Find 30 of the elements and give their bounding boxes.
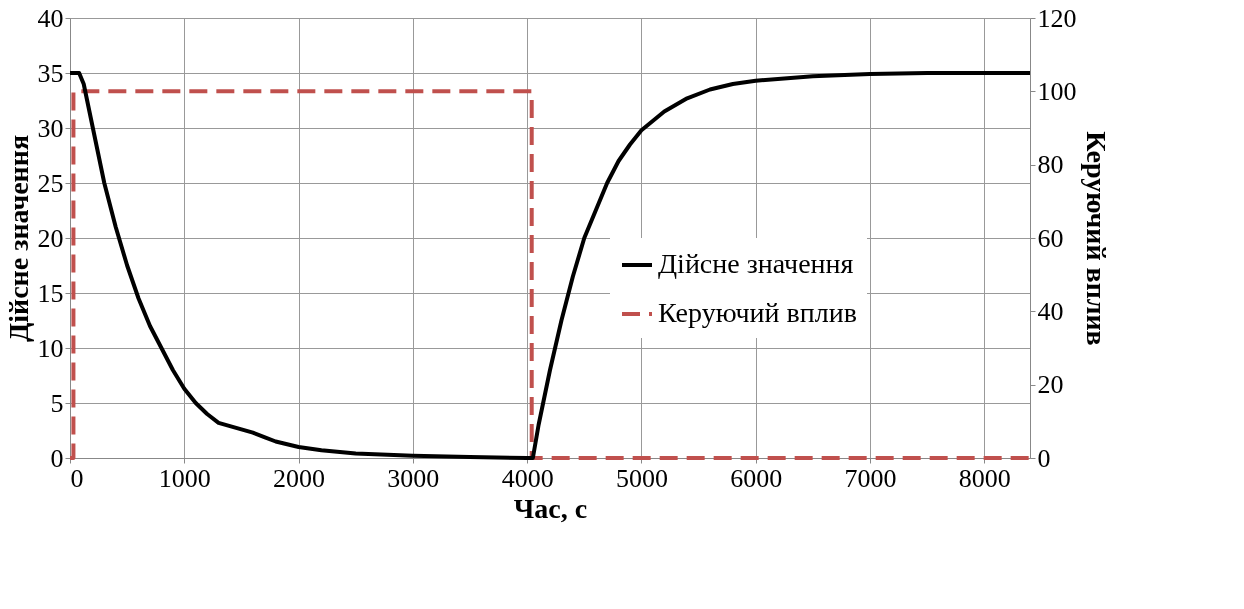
- y-tick-label: 20: [37, 223, 64, 253]
- x-tick-label: 8000: [958, 463, 1011, 493]
- x-tick-label: 2000: [273, 463, 326, 493]
- x-tick-label: 7000: [844, 463, 897, 493]
- y-tick-label: 40: [37, 3, 64, 33]
- y2-tick-label: 20: [1037, 370, 1064, 400]
- y2-tick-label: 80: [1037, 150, 1064, 180]
- y2-tick-label: 100: [1037, 76, 1077, 106]
- y-axis-title: Дійсне значення: [2, 134, 34, 343]
- y-tick-label: 10: [37, 333, 64, 363]
- legend-label: Керуючий вплив: [658, 297, 857, 328]
- x-tick-label: 0: [70, 463, 84, 493]
- y2-tick-label: 60: [1037, 223, 1064, 253]
- y2-tick-label: 0: [1037, 443, 1051, 473]
- x-tick-label: 3000: [387, 463, 440, 493]
- y-tick-label: 35: [37, 58, 64, 88]
- x-tick-label: 6000: [730, 463, 783, 493]
- y-tick-label: 0: [50, 443, 64, 473]
- y-tick-label: 25: [37, 168, 64, 198]
- x-tick-label: 5000: [615, 463, 668, 493]
- y2-tick-label: 40: [1037, 296, 1064, 326]
- x-axis-title: Час, с: [513, 492, 588, 524]
- y2-axis-title: Керуючий вплив: [1080, 131, 1112, 346]
- y2-tick-label: 120: [1037, 3, 1077, 33]
- x-tick-label: 4000: [501, 463, 554, 493]
- x-tick-label: 1000: [158, 463, 211, 493]
- legend-label: Дійсне значення: [658, 248, 854, 279]
- y-tick-label: 5: [50, 388, 64, 418]
- y-tick-label: 15: [37, 278, 64, 308]
- y-tick-label: 30: [37, 113, 64, 143]
